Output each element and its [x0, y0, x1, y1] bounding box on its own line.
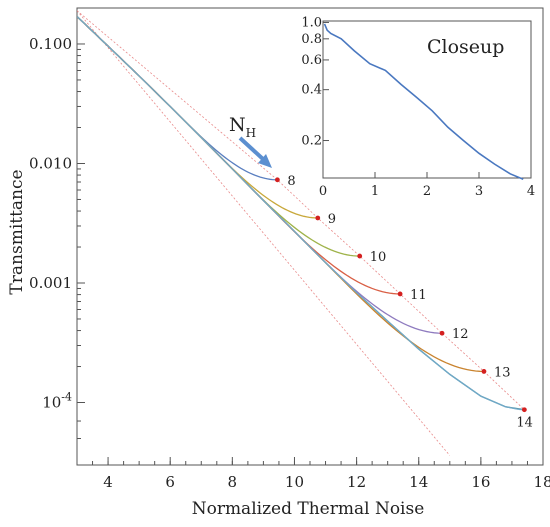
series-label: 14 [516, 416, 533, 431]
inset-y-tick-label: 0.6 [301, 53, 322, 68]
series-label: 13 [494, 365, 511, 380]
series-end-marker [274, 177, 280, 183]
series-end-marker [315, 215, 321, 221]
y-axis-title: Transmittance [7, 169, 27, 294]
y-tick-label: 10-4 [42, 391, 72, 412]
nh-subscript: H [246, 126, 256, 140]
inset-curve [323, 23, 524, 180]
y-tick-label: 0.010 [29, 154, 72, 172]
x-tick-label: 16 [471, 473, 490, 491]
inset-x-tick-label: 2 [423, 184, 431, 199]
plot-frames [76, 7, 544, 466]
inset-x-tick-label: 3 [475, 184, 483, 199]
nh-annotation: NH [229, 114, 256, 140]
series-label: 10 [370, 250, 387, 265]
inset-y-tick-label: 0.2 [301, 134, 322, 149]
x-axis-title: Normalized Thermal Noise [192, 499, 425, 519]
inset-y-tick-label: 0.8 [301, 32, 322, 47]
x-tick-label: 12 [347, 473, 366, 491]
inset-title: Closeup [427, 36, 504, 58]
inset-frame [322, 20, 532, 179]
inset-y-tick-label: 1.0 [301, 15, 322, 30]
curves [77, 10, 525, 456]
series-label: 11 [410, 288, 427, 303]
series-end-marker [439, 330, 445, 336]
x-tick-label: 14 [409, 473, 428, 491]
inset-x-tick-label: 0 [319, 184, 327, 199]
series-end-marker [481, 369, 487, 374]
series-curve-9 [77, 15, 318, 219]
x-tick-label: 8 [228, 473, 238, 491]
x-tick-label: 4 [103, 473, 113, 491]
series-end-marker [357, 253, 363, 259]
y-tick-label: 0.001 [29, 274, 72, 292]
series-curve-8 [77, 15, 278, 181]
series-curve-14 [77, 15, 525, 411]
nh-main: N [229, 114, 246, 136]
x-tick-label: 6 [165, 473, 175, 491]
reference-line [77, 10, 451, 456]
series-label: 12 [452, 327, 469, 342]
inset-x-tick-label: 4 [527, 184, 535, 199]
inset-x-tick-label: 1 [371, 184, 379, 199]
series-end-marker [521, 407, 527, 413]
x-tick-label: 10 [285, 473, 304, 491]
x-tick-label: 18 [533, 473, 550, 491]
series-label: 9 [328, 212, 336, 227]
inset-y-tick-label: 0.4 [301, 83, 322, 98]
series-end-marker [397, 291, 403, 297]
tick-labels: 4 6 8 10 12 14 16 1810-40.0010.0100.10089101112… [29, 15, 550, 491]
nh-arrow-icon [238, 136, 272, 168]
y-tick-label: 0.100 [29, 35, 72, 53]
series-label: 8 [287, 174, 295, 189]
